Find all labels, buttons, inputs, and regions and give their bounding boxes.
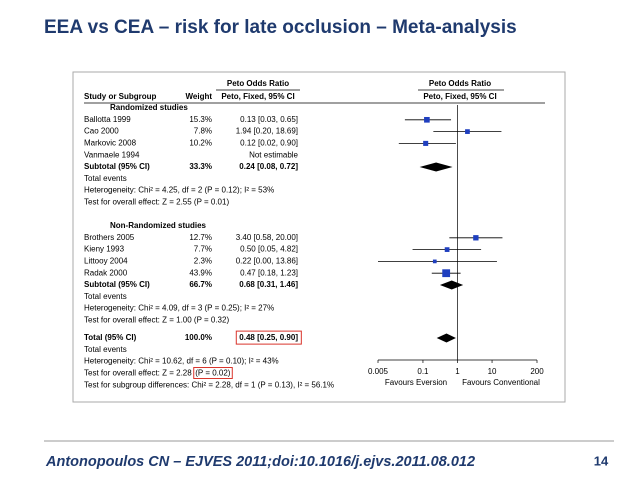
column-group-header: Peto Odds Ratio xyxy=(429,79,491,88)
group-note: Heterogeneity: Chi² = 4.25, df = 2 (P = … xyxy=(84,186,274,195)
citation: Antonopoulos CN – EJVES 2011;doi:10.1016… xyxy=(45,454,475,470)
x-tick-label: 1 xyxy=(455,367,460,376)
study-marker xyxy=(424,116,430,123)
study-weight: 12.7% xyxy=(189,233,212,242)
page-number: 14 xyxy=(594,453,609,468)
study-marker xyxy=(442,269,451,278)
subtotal-weight: 66.7% xyxy=(189,280,212,289)
column-header: Weight xyxy=(185,92,212,101)
pooled-diamond xyxy=(436,333,456,343)
study-name: Littooy 2004 xyxy=(84,257,128,266)
group-note: Total events xyxy=(84,174,127,183)
study-marker xyxy=(473,235,479,241)
study-name: Vanmaele 1994 xyxy=(84,150,140,159)
study-ci: 0.13 [0.03, 0.65] xyxy=(240,115,298,124)
group-title: Randomized studies xyxy=(110,103,188,112)
study-name: Ballotta 1999 xyxy=(84,115,131,124)
study-ci: Not estimable xyxy=(249,150,298,159)
study-name: Kieny 1993 xyxy=(84,245,125,254)
study-ci: 0.12 [0.02, 0.90] xyxy=(240,139,298,148)
subtotal-ci: 0.24 [0.08, 0.72] xyxy=(239,162,298,171)
subtotal-ci: 0.68 [0.31, 1.46] xyxy=(239,280,298,289)
figure-frame xyxy=(72,71,566,403)
column-header: Study or Subgroup xyxy=(84,92,157,101)
study-ci: 3.40 [0.58, 20.00] xyxy=(236,233,298,242)
x-tick-label: 0.005 xyxy=(368,367,389,376)
column-group-header: Peto Odds Ratio xyxy=(227,79,289,88)
x-axis-label: Favours Eversion xyxy=(385,378,447,387)
column-header: Peto, Fixed, 95% CI xyxy=(423,92,496,101)
subtotal-label: Subtotal (95% CI) xyxy=(84,162,150,171)
study-name: Brothers 2005 xyxy=(84,233,135,242)
x-tick-label: 200 xyxy=(530,367,544,376)
group-title: Non-Randomized studies xyxy=(110,221,207,230)
study-ci: 0.50 [0.05, 4.82] xyxy=(240,245,298,254)
highlight-box xyxy=(193,367,233,380)
study-marker xyxy=(423,140,429,146)
study-name: Cao 2000 xyxy=(84,127,119,136)
x-tick-label: 0.1 xyxy=(417,367,429,376)
study-weight: 10.2% xyxy=(189,139,212,148)
total-ci: 0.48 [0.25, 0.90] xyxy=(239,333,298,342)
pooled-diamond xyxy=(419,162,453,172)
study-weight: 15.3% xyxy=(189,115,212,124)
group-note: Total events xyxy=(84,292,127,301)
study-marker xyxy=(444,247,450,252)
x-axis-label: Favours Conventional xyxy=(462,378,540,387)
pooled-diamond xyxy=(439,280,464,290)
study-marker xyxy=(465,129,470,134)
study-ci: 0.47 [0.18, 1.23] xyxy=(240,268,298,277)
study-name: Markovic 2008 xyxy=(84,139,137,148)
study-weight: 7.7% xyxy=(194,245,212,254)
x-tick-label: 10 xyxy=(488,367,497,376)
total-weight: 100.0% xyxy=(185,333,212,342)
total-note: Total events xyxy=(84,345,127,354)
total-note: Test for subgroup differences: Chi² = 2.… xyxy=(84,380,334,389)
total-note: Heterogeneity: Chi² = 10.62, df = 6 (P =… xyxy=(84,357,279,366)
highlight-box xyxy=(235,330,302,345)
subtotal-weight: 33.3% xyxy=(189,162,212,171)
group-note: Test for overall effect: Z = 2.55 (P = 0… xyxy=(84,198,229,207)
group-note: Heterogeneity: Chi² = 4.09, df = 3 (P = … xyxy=(84,304,274,313)
column-header: Peto, Fixed, 95% CI xyxy=(221,92,294,101)
study-marker xyxy=(432,259,437,264)
subtotal-label: Subtotal (95% CI) xyxy=(84,280,150,289)
study-ci: 1.94 [0.20, 18.69] xyxy=(236,127,298,136)
study-weight: 43.9% xyxy=(189,268,212,277)
highlight-text: (P = 0.02) xyxy=(195,369,231,378)
study-weight: 2.3% xyxy=(194,257,212,266)
group-note: Test for overall effect: Z = 1.00 (P = 0… xyxy=(84,316,229,325)
slide-title: EEA vs CEA – risk for late occlusion – M… xyxy=(44,17,517,38)
study-name: Radak 2000 xyxy=(84,268,128,277)
study-ci: 0.22 [0.00, 13.86] xyxy=(236,257,298,266)
total-note: Test for overall effect: Z = 2.28 xyxy=(84,369,192,378)
total-label: Total (95% CI) xyxy=(84,333,137,342)
study-weight: 7.8% xyxy=(194,127,212,136)
